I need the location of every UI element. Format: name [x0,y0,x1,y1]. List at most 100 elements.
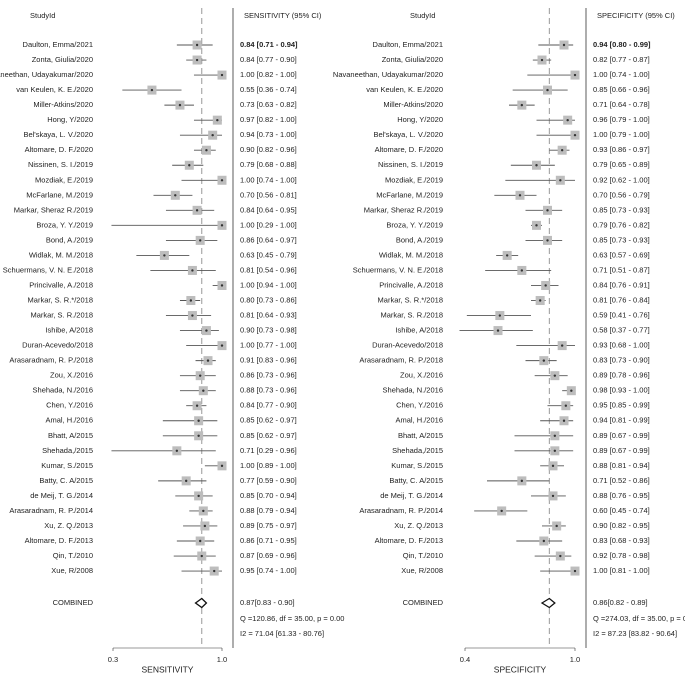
value-label: 0.86 [0.71 - 0.95] [240,536,297,545]
value-label: 0.98 [0.93 - 1.00] [593,386,650,395]
point [189,299,193,302]
value-label: 1.00 [0.82 - 1.00] [240,70,297,79]
study-label: Widlak, M. M./2018 [379,250,443,259]
point [540,58,544,62]
point [203,524,207,528]
x-axis-label: SPECIFICITY [494,664,547,674]
study-label: Xue, R/2008 [401,566,443,575]
point [520,479,524,483]
value-label: 0.88 [0.76 - 0.95] [593,491,650,500]
x-tick-label: 0.3 [108,655,118,664]
point [535,224,538,227]
value-label: 0.85 [0.73 - 0.93] [593,205,650,214]
study-label: Altomare, D. F./2020 [25,145,93,154]
study-label: Ishibe, A/2018 [45,326,93,335]
study-label: Hong, Y/2020 [47,115,93,124]
point [205,149,208,152]
point [220,464,224,468]
value-label: 0.79 [0.65 - 0.89] [593,160,650,169]
point [191,314,194,317]
study-label: Mozdiak, E./2019 [35,175,93,184]
study-label: van Keulen, K. E./2020 [16,85,93,94]
value-label: 0.70 [0.56 - 0.81] [240,190,297,199]
study-label: Schuermans, V. N. E./2018 [353,265,443,274]
study-label: Duran-Acevedo/2018 [372,341,443,350]
value-label: 0.83 [0.68 - 0.93] [593,536,650,545]
study-label: Xu, Z. Q./2013 [394,521,443,530]
point [220,344,224,347]
value-label: 0.84 [0.71 - 0.94] [240,40,298,49]
point [199,374,202,377]
value-label: 0.83 [0.73 - 0.90] [593,356,650,365]
value-label: 0.90 [0.82 - 0.96] [240,145,297,154]
value-label: 0.86 [0.64 - 0.97] [240,235,297,244]
study-label: Zou, X./2016 [50,371,93,380]
point [551,464,555,468]
point [562,419,566,422]
study-label: Markar, Sheraz R./2019 [364,205,443,214]
point [505,254,509,257]
combined-value: 0.86[0.82 - 0.89] [593,598,648,607]
combined-diamond [194,597,208,609]
point [175,449,179,453]
study-label: Miller-Atkins/2020 [33,100,93,109]
study-label: de Meij, T. G./2014 [380,491,443,500]
value-label: 0.85 [0.70 - 0.94] [240,491,297,500]
point [213,569,216,573]
value-label: 0.95 [0.85 - 0.99] [593,401,650,410]
value-label: 0.59 [0.41 - 0.76] [593,311,650,320]
point [553,449,557,453]
study-label: Markar, S. R.*/2018 [28,295,93,304]
point [211,133,214,137]
value-label: 0.89 [0.67 - 0.99] [593,431,650,440]
study-label: Shehada,/2015 [392,446,443,455]
value-label: 0.88 [0.73 - 0.96] [240,386,297,395]
value-label: 0.92 [0.78 - 0.98] [593,551,650,560]
value-label: 0.79 [0.68 - 0.88] [240,160,297,169]
heterogeneity-stat: I2 = 71.04 [61.33 - 80.76] [240,629,324,638]
value-label: 0.79 [0.76 - 0.82] [593,220,650,229]
point [216,118,219,122]
study-label: Kumar, S./2015 [41,461,93,470]
study-label: Arasaradnam, R. P./2018 [9,356,93,365]
study-label: Ishibe, A/2018 [395,326,443,335]
point [496,329,500,332]
value-label: 0.84 [0.76 - 0.91] [593,280,650,289]
study-label: Chen, Y./2016 [46,401,93,410]
value-label: 0.81 [0.64 - 0.93] [240,311,297,320]
study-label: Kumar, S./2015 [391,461,443,470]
point [205,329,208,332]
point [559,179,562,182]
point [178,103,182,107]
study-label: Bel'skaya, L. V./2020 [23,130,93,139]
study-label: Batty, C. A/2015 [389,476,443,485]
point [560,344,564,347]
value-label: 0.90 [0.82 - 0.95] [593,521,650,530]
study-label: Nissinen, S. I./2019 [28,160,93,169]
point [150,88,154,92]
study-label: Daulton, Emma/2021 [23,40,93,49]
study-label: Broza, Y. Y./2019 [36,220,93,229]
point [199,539,202,543]
point [518,194,522,197]
value-label: 0.63 [0.45 - 0.79] [240,250,297,259]
study-label: Hong, Y/2020 [397,115,443,124]
study-label: Chen, Y./2016 [396,401,443,410]
point [197,494,200,498]
study-label: Altomare, D. F./2013 [375,536,443,545]
point [535,164,538,167]
value-label: 0.95 [0.74 - 1.00] [240,566,297,575]
study-label: Bond, A./2019 [46,235,93,244]
value-label: 0.71 [0.29 - 0.96] [240,446,297,455]
point [542,359,546,362]
study-label: Amal, H./2016 [395,416,443,425]
point [544,284,547,287]
study-label: Duran-Acevedo/2018 [22,341,93,350]
point [520,269,524,272]
point [188,164,191,167]
study-label: Schuermans, V. N. E./2018 [3,265,93,274]
value-label: 0.55 [0.36 - 0.74] [240,85,297,94]
point [500,509,503,513]
study-label: Arasaradnam, R. P./2014 [359,506,443,515]
column-header: SENSITIVITY (95% CI) [244,11,322,20]
